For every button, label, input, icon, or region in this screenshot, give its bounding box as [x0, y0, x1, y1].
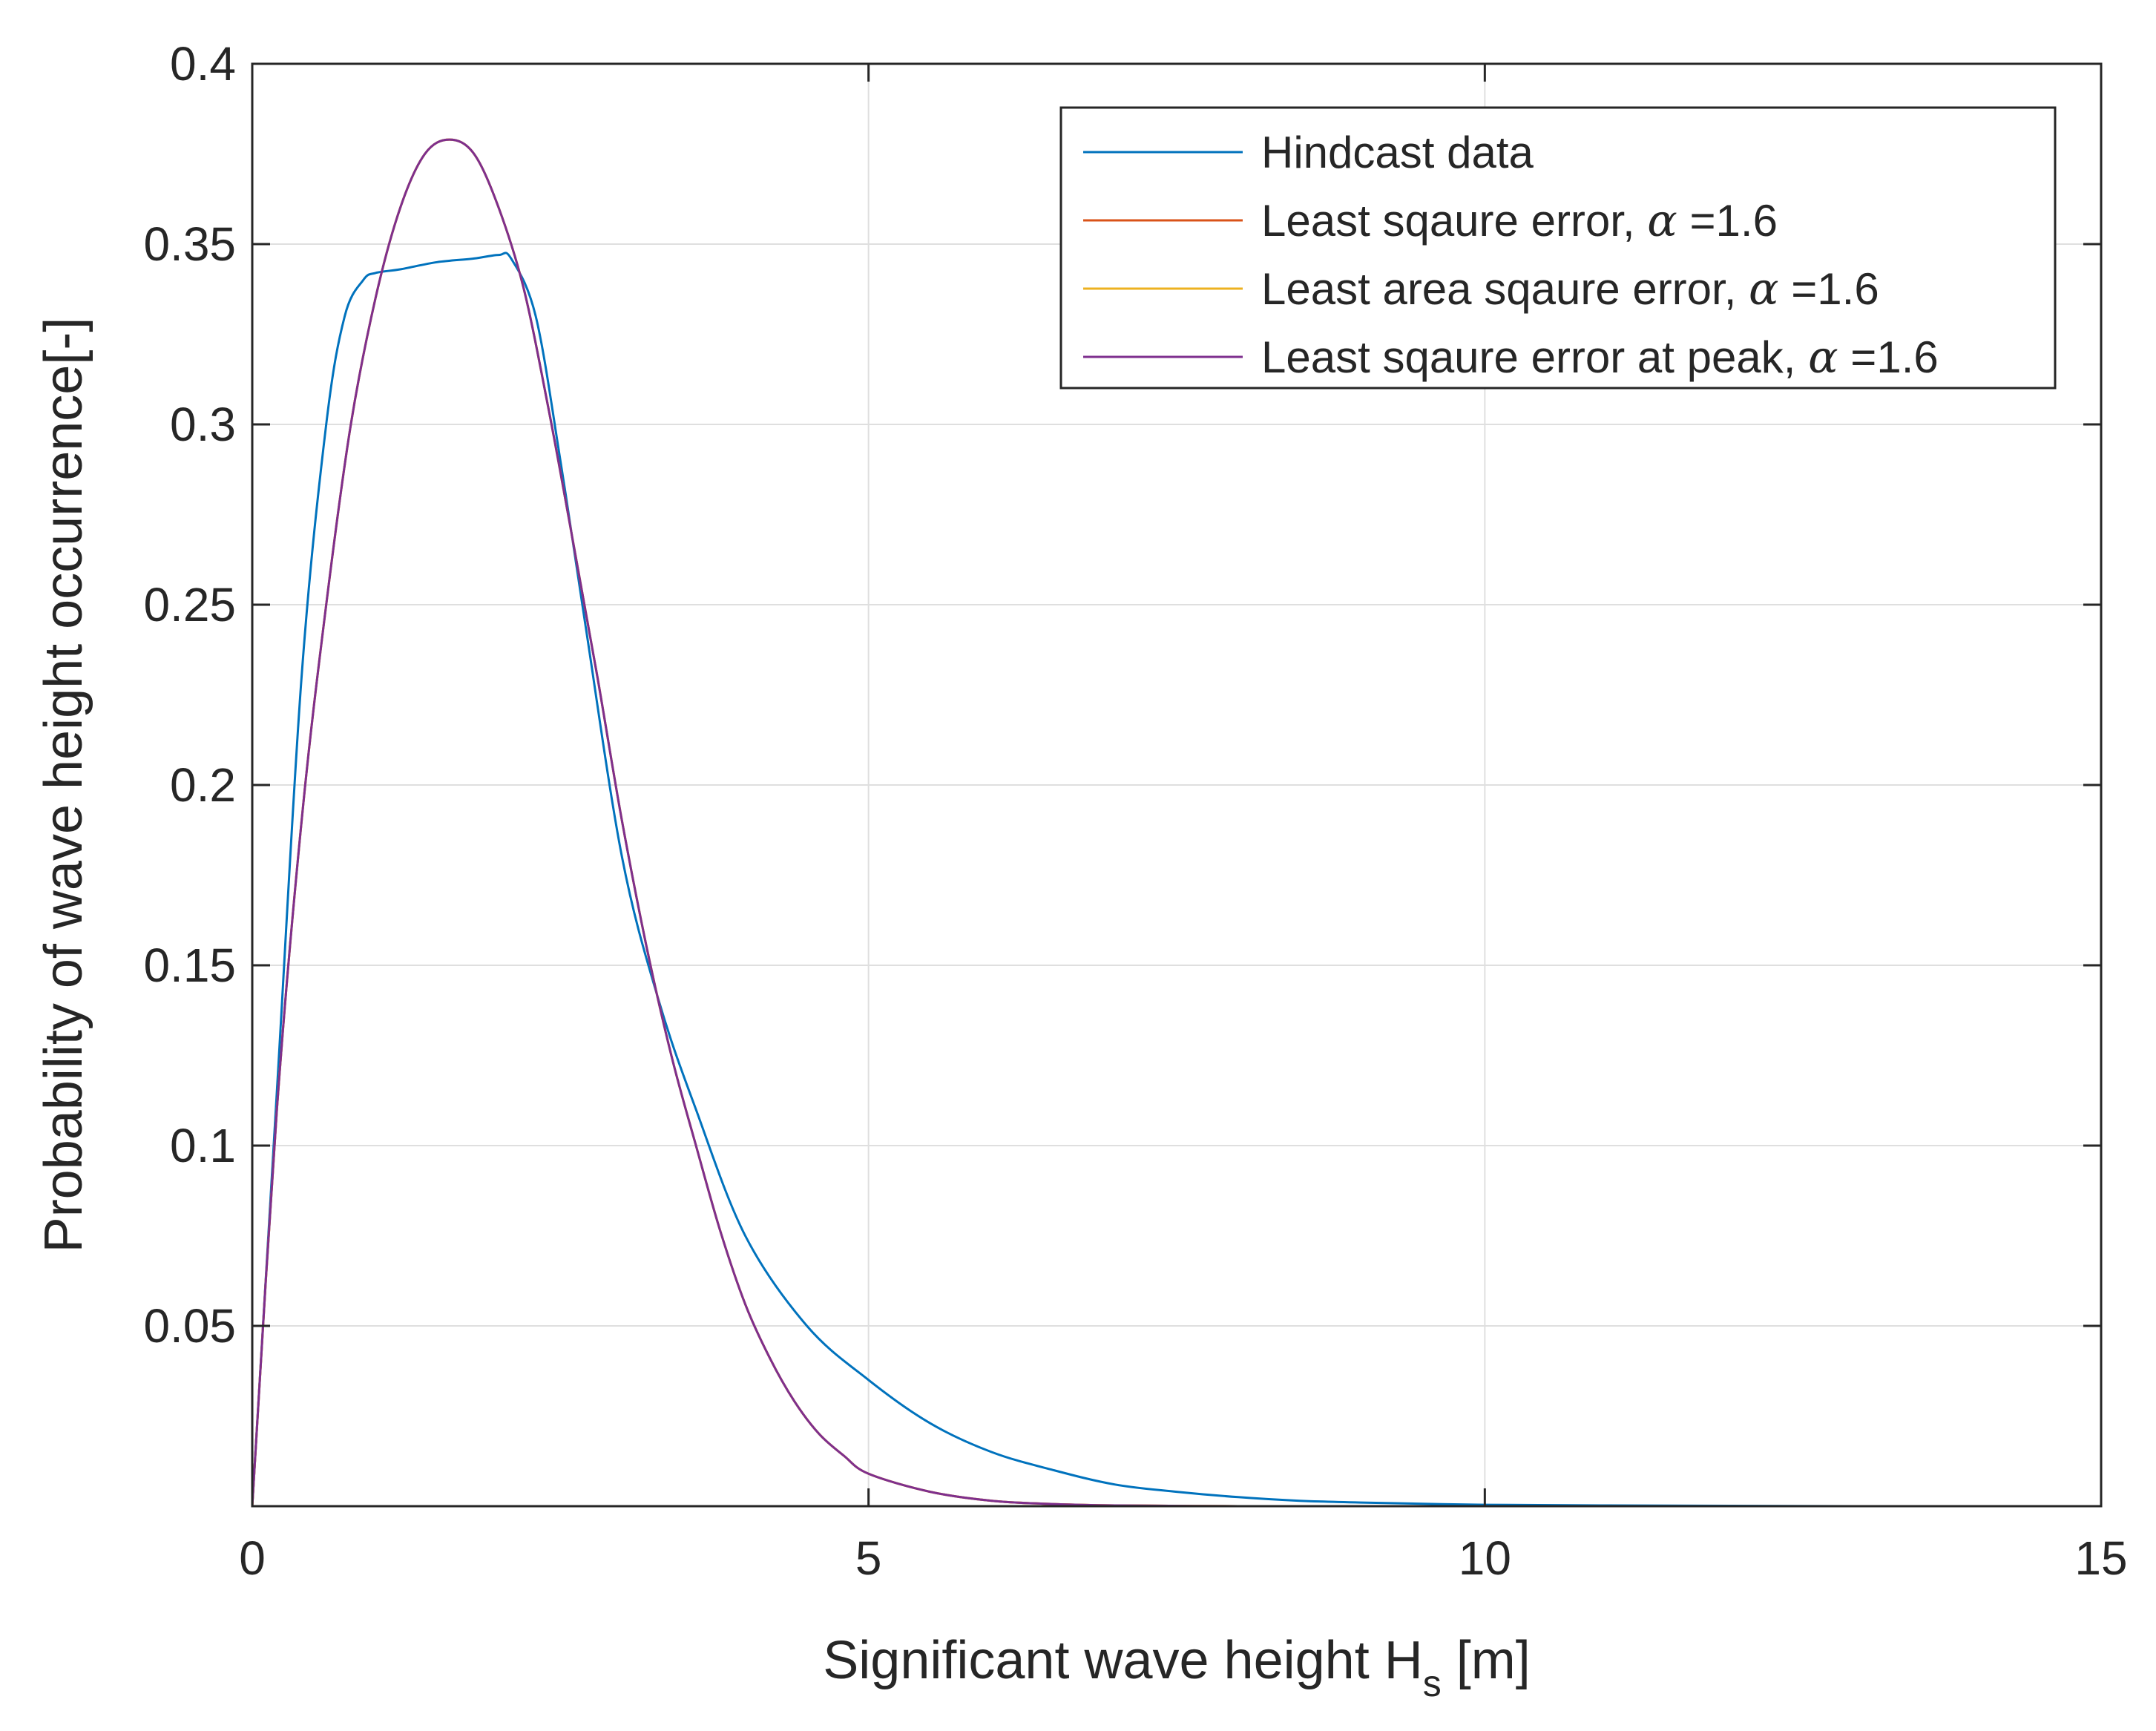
legend-label-text: Least sqaure error at peak, — [1261, 332, 1808, 382]
legend-label-symbol: α — [1749, 263, 1779, 315]
legend-label-text: Least sqaure error, — [1261, 196, 1647, 246]
legend-label-symbol: α — [1647, 195, 1677, 247]
legend-label: Least sqaure error, α =1.6 — [1261, 195, 1778, 247]
x-axis-label-subscript: s — [1423, 1663, 1442, 1704]
y-tick-label: 0.15 — [143, 939, 236, 992]
legend-label-symbol: α — [1808, 332, 1838, 384]
x-tick-label: 0 — [239, 1531, 266, 1585]
legend-entry-least-area-sqaure-error: Least area sqaure error, α =1.6 — [1083, 263, 1879, 315]
series-line-hindcast-data — [251, 252, 2101, 1508]
legend-label: Hindcast data — [1261, 128, 1534, 177]
grid — [252, 64, 2101, 1506]
x-tick-label: 15 — [2074, 1531, 2127, 1585]
y-tick-label: 0.4 — [170, 37, 236, 91]
y-tick-label: 0.25 — [143, 578, 236, 631]
y-tick-label: 0.05 — [143, 1299, 236, 1353]
x-tick-label: 5 — [855, 1531, 882, 1585]
y-tick-label: 0.2 — [170, 758, 236, 812]
x-axis-label: Significant wave height Hs [m] — [823, 1631, 1530, 1704]
x-axis-label-main: Significant wave height H — [823, 1631, 1422, 1690]
legend-entry-least-sqaure-error-at-peak: Least sqaure error at peak, α =1.6 — [1083, 332, 1939, 384]
legend-label-suffix: =1.6 — [1779, 264, 1879, 314]
legend-entry-least-sqaure-error: Least sqaure error, α =1.6 — [1083, 195, 1778, 247]
y-tick-label: 0.35 — [143, 217, 236, 271]
legend-label-suffix: =1.6 — [1838, 332, 1939, 382]
legend-label-text: Hindcast data — [1261, 128, 1534, 177]
x-tick-label: 10 — [1459, 1531, 1511, 1585]
legend-label-suffix: =1.6 — [1677, 196, 1778, 246]
legend-entry-hindcast-data: Hindcast data — [1083, 128, 1534, 177]
legend-label: Least area sqaure error, α =1.6 — [1261, 263, 1879, 315]
x-axis-label-unit: [m] — [1442, 1631, 1531, 1690]
ticks: 0 5 10 15 0.05 0.1 0.15 0.2 0.25 0.3 0.35 0.4 — [143, 37, 2127, 1585]
legend-label-text: Least area sqaure error, — [1261, 264, 1749, 314]
legend-label: Least sqaure error at peak, α =1.6 — [1261, 332, 1939, 384]
y-tick-label: 0.1 — [170, 1119, 236, 1172]
y-axis-label: Probability of wave height occurrence[-] — [34, 318, 93, 1253]
y-tick-label: 0.3 — [170, 398, 236, 451]
legend-box — [1059, 106, 2057, 390]
